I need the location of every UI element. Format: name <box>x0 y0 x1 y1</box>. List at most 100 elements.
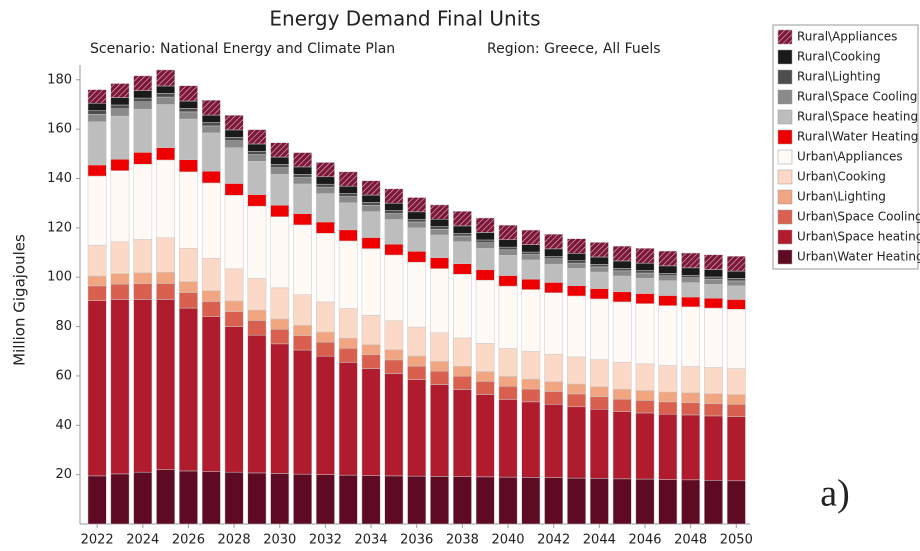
bar-segment <box>544 256 564 259</box>
bar-segment <box>475 242 495 249</box>
bar-segment <box>361 354 381 369</box>
bar-segment <box>658 391 678 403</box>
bar-segment <box>201 170 221 184</box>
x-tick-label: 2022 <box>81 533 114 548</box>
legend-label: Rural\Water Heating <box>797 130 918 144</box>
bar-segment <box>498 386 518 400</box>
bar-segment <box>338 362 358 476</box>
x-tick-label: 2040 <box>491 533 524 548</box>
bar-segment <box>156 469 175 525</box>
y-tick-label: 60 <box>55 368 72 383</box>
bar-segment <box>201 114 221 123</box>
bar-segment <box>567 393 586 408</box>
bar-segment <box>635 277 655 294</box>
bar-segment <box>133 101 153 110</box>
bar-segment <box>498 255 518 276</box>
bar-segment <box>270 473 290 525</box>
bar-segment <box>156 283 175 300</box>
bar-segment <box>133 471 153 525</box>
y-tick-label: 80 <box>55 319 72 334</box>
bar-segment <box>201 301 221 317</box>
bar-segment <box>384 373 404 477</box>
bar-segment <box>407 379 427 477</box>
bar-segment <box>270 142 290 158</box>
x-tick-label: 2028 <box>218 533 251 548</box>
bar-segment <box>361 194 381 203</box>
bar-segment <box>681 414 701 481</box>
legend-swatch <box>777 249 793 265</box>
bar-segment <box>430 229 449 236</box>
bar-segment <box>270 156 290 165</box>
bar-segment <box>338 348 358 363</box>
bar-segment <box>430 218 449 227</box>
bar-segment <box>338 193 358 197</box>
bar-segment <box>407 326 427 357</box>
bar-segment <box>316 176 335 185</box>
bar-segment <box>338 202 358 231</box>
legend-swatch <box>777 209 793 225</box>
bar-segment <box>475 394 495 478</box>
bar-segment <box>87 475 107 525</box>
bar-segment <box>430 476 449 525</box>
bar-segment <box>156 299 175 470</box>
bar-segment <box>224 471 244 525</box>
bar-segment <box>316 341 335 357</box>
bar-segment <box>293 473 312 525</box>
bar-segment <box>87 89 107 104</box>
bar-segment <box>224 326 244 473</box>
bar-segment <box>612 478 632 525</box>
bar-segment <box>635 272 655 279</box>
bar-segment <box>407 355 427 367</box>
legend-swatch <box>777 29 793 45</box>
bar-segment <box>589 396 609 410</box>
bar-segment <box>498 476 518 525</box>
bar-segment <box>612 260 632 269</box>
bar-segment <box>361 211 381 238</box>
bar-segment <box>316 355 335 475</box>
bar-segment <box>224 311 244 327</box>
bar-segment <box>179 159 198 173</box>
bar-segment <box>521 278 541 290</box>
bar-segment <box>224 195 244 270</box>
bar-segment <box>133 75 153 91</box>
bar-segment <box>361 314 381 345</box>
bar-segment <box>247 205 267 279</box>
bar-segment <box>475 279 495 344</box>
x-tick-label: 2024 <box>126 533 159 548</box>
bar-segment <box>87 285 107 301</box>
bar-segment <box>110 283 130 300</box>
bar-segment <box>270 164 290 168</box>
bar-segment <box>87 244 107 277</box>
bar-segment <box>658 280 678 296</box>
bar-segment <box>726 280 746 287</box>
bar-segment <box>407 218 427 223</box>
bar-segment <box>658 479 678 525</box>
bar-segment <box>133 283 153 300</box>
bar-segment <box>589 298 609 360</box>
bar-segment <box>110 97 130 106</box>
bar-segment <box>316 233 335 303</box>
bar-segment <box>361 205 381 212</box>
bar-segment <box>475 232 495 241</box>
bar-segment <box>407 197 427 213</box>
bar-segment <box>635 412 655 480</box>
legend-label: Urban\Space heating <box>797 230 920 244</box>
bar-segment <box>544 248 564 257</box>
bar-segment <box>338 229 358 242</box>
bar-segment <box>589 264 609 268</box>
bar-segment <box>316 186 335 194</box>
bar-segment <box>475 381 495 395</box>
bar-segment <box>635 248 655 264</box>
bar-segment <box>201 100 221 116</box>
bar-segment <box>726 480 746 525</box>
bar-segment <box>612 245 632 262</box>
bar-segment <box>452 375 472 390</box>
bar-segment <box>498 399 518 478</box>
bar-segment <box>589 256 609 265</box>
bar-segment <box>544 404 564 478</box>
bar-segment <box>521 378 541 390</box>
bar-segment <box>498 285 518 349</box>
bar-segment <box>270 318 290 330</box>
bar-segment <box>452 476 472 525</box>
bar-segment <box>589 478 609 525</box>
